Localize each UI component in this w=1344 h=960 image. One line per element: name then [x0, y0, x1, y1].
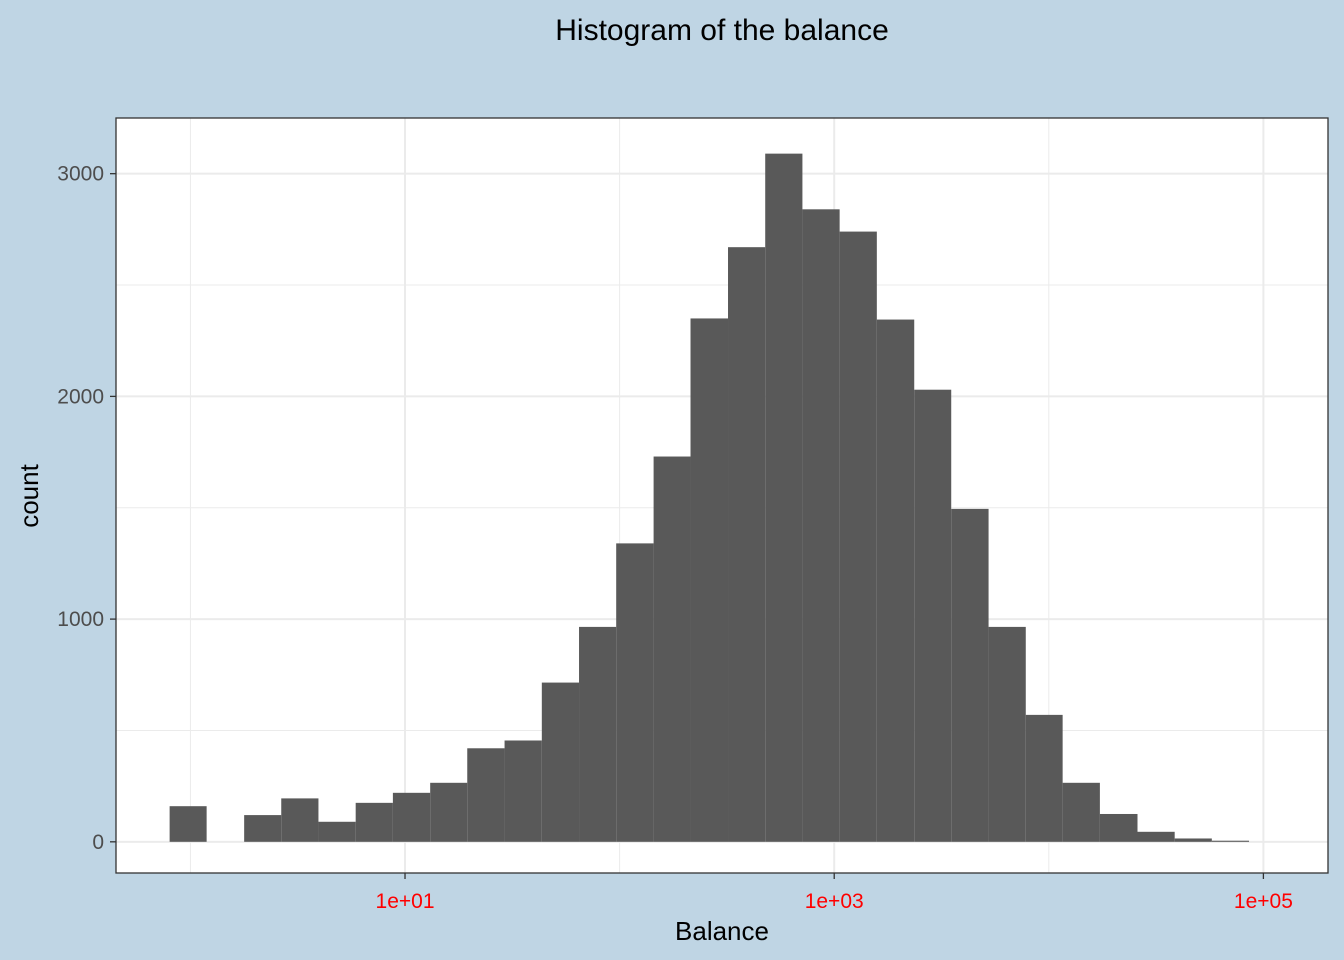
histogram-bar	[467, 748, 505, 842]
histogram-bar	[318, 821, 356, 842]
histogram-bar	[281, 798, 319, 842]
histogram-bar	[169, 806, 207, 842]
histogram-bar	[1025, 714, 1063, 842]
histogram-bars	[169, 153, 1250, 842]
histogram-bar	[1062, 782, 1100, 842]
histogram-bar	[1137, 831, 1175, 842]
y-axis-title: count	[14, 463, 44, 527]
histogram-bar	[988, 626, 1026, 842]
y-tick-label: 2000	[57, 385, 104, 408]
histogram-bar	[802, 209, 840, 842]
histogram-bar	[839, 231, 877, 842]
x-tick-label: 1e+03	[805, 890, 864, 913]
histogram-bar	[876, 319, 915, 842]
x-axis-ticks: 1e+01 1e+03 1e+05	[376, 873, 1293, 913]
histogram-bar	[690, 318, 729, 842]
histogram-bar	[392, 792, 431, 842]
histogram-bar	[541, 682, 580, 842]
histogram-bar	[728, 247, 766, 842]
histogram-bar	[504, 740, 542, 842]
chart-title: Histogram of the balance	[555, 14, 889, 47]
histogram-bar	[653, 456, 691, 842]
histogram-bar	[355, 802, 393, 842]
histogram-bar	[914, 389, 952, 842]
histogram-bar	[579, 626, 617, 842]
histogram-bar	[765, 153, 803, 842]
x-tick-label: 1e+01	[376, 890, 435, 913]
histogram-bar	[430, 782, 468, 842]
y-tick-label: 1000	[57, 608, 104, 631]
y-axis-ticks: 0 1000 2000 3000	[57, 163, 116, 854]
histogram-bar	[951, 508, 989, 842]
histogram-bar	[1174, 838, 1212, 842]
x-tick-label: 1e+05	[1234, 890, 1293, 913]
histogram-bar	[1099, 813, 1138, 842]
histogram-bar	[1211, 840, 1250, 842]
plot-border	[115, 117, 1329, 874]
y-tick-label: 0	[92, 831, 104, 854]
histogram-bar	[244, 815, 282, 842]
y-tick-label: 3000	[57, 163, 104, 186]
histogram-bar	[616, 543, 654, 842]
x-axis-title: Balance	[675, 916, 769, 946]
